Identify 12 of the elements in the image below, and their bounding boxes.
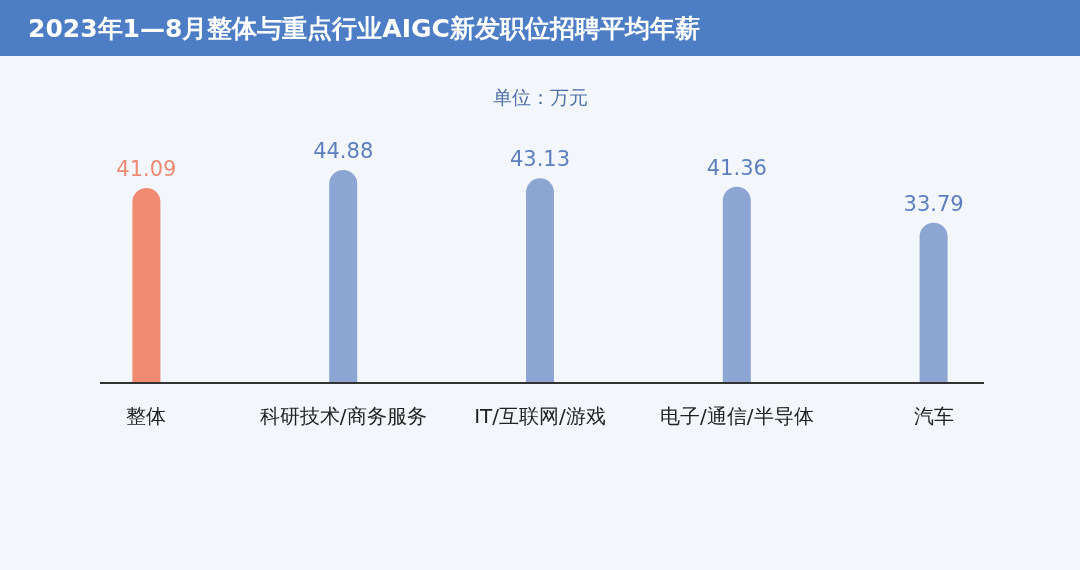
data-label: 41.09 xyxy=(116,156,177,181)
data-label: 33.79 xyxy=(903,191,964,216)
x-tick-label: 整体 xyxy=(126,404,167,428)
data-label: 41.36 xyxy=(706,155,767,180)
data-label: 44.88 xyxy=(313,139,374,163)
chart-subtitle: 单位：万元 xyxy=(492,86,588,108)
x-tick-label: 汽车 xyxy=(913,404,954,428)
chart-title: 2023年1—8月整体与重点行业AIGC新发职位招聘平均年薪 xyxy=(28,14,700,43)
x-tick-label: 电子/通信/半导体 xyxy=(660,404,814,428)
data-label: 43.13 xyxy=(509,147,571,172)
x-tick-label: IT/互联网/游戏 xyxy=(474,404,606,428)
x-tick-label: 科研技术/商务服务 xyxy=(259,404,427,428)
